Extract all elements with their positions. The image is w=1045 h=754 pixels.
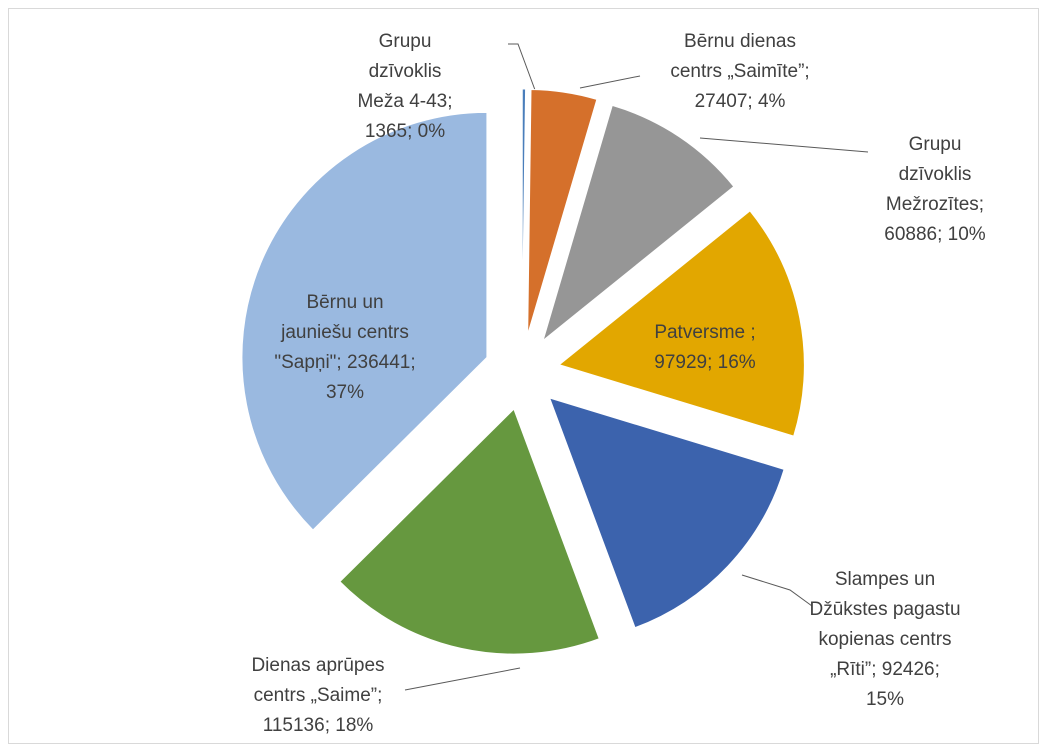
pie-slice — [527, 88, 598, 335]
pie-slice — [241, 111, 488, 531]
pie-slice — [542, 104, 735, 342]
data-label: "Sapņi"; 236441; — [274, 352, 415, 373]
data-label: Bērnu dienas — [684, 31, 796, 52]
leader-line — [699, 137, 869, 153]
leader-line — [404, 667, 521, 691]
data-label: 115136; 18% — [263, 715, 374, 736]
leader-line — [508, 43, 536, 91]
data-label: centrs „Saime”; — [254, 685, 383, 706]
pie-slice — [558, 210, 805, 437]
pie-slice — [339, 408, 600, 655]
data-label: Grupu — [379, 31, 432, 52]
pie-slice — [548, 397, 785, 629]
leader-line — [579, 75, 641, 89]
data-label: 27407; 4% — [695, 91, 786, 112]
data-label: 1365; 0% — [365, 121, 445, 142]
data-label: kopienas centrs — [818, 629, 951, 650]
leader-lines — [404, 43, 869, 691]
data-label: Dienas aprūpes — [251, 655, 384, 676]
data-label: 60886; 10% — [884, 224, 986, 245]
data-label: Bērnu un — [306, 292, 383, 313]
data-label: „Rīti”; 92426; — [830, 659, 940, 680]
data-label: Slampes un — [835, 569, 935, 590]
pie-slice — [521, 88, 527, 335]
data-label: centrs „Saimīte”; — [670, 61, 809, 82]
data-label: dzīvoklis — [369, 61, 442, 82]
data-label: Džūkstes pagastu — [809, 599, 960, 620]
data-label: Grupu — [909, 134, 962, 155]
leader-line — [741, 574, 813, 607]
data-label: jauniešu centrs — [280, 322, 409, 343]
data-label: 97929; 16% — [654, 352, 756, 373]
data-label: 37% — [326, 382, 364, 403]
data-label: 15% — [866, 689, 904, 710]
data-label: Meža 4-43; — [357, 91, 452, 112]
data-label: Mežrozītes; — [886, 194, 984, 215]
data-label: dzīvoklis — [899, 164, 972, 185]
data-label: Patversme ; — [654, 322, 755, 343]
